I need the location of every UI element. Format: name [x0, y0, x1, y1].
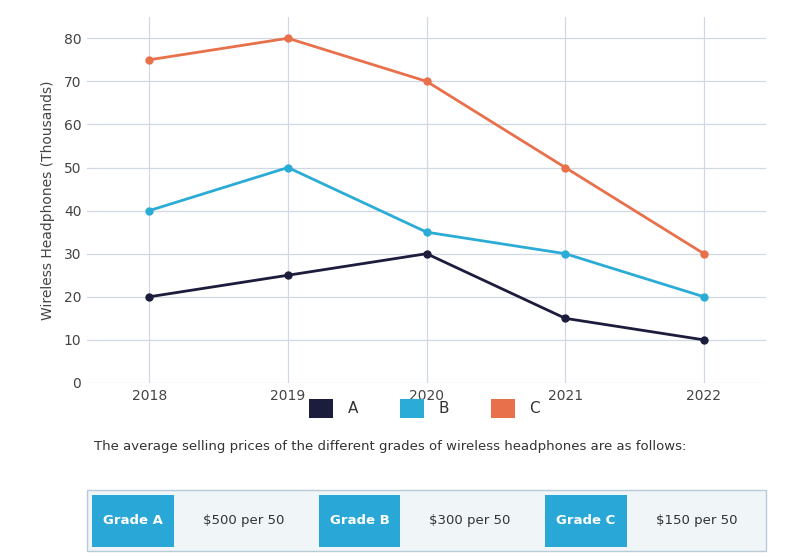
Y-axis label: Wireless Headphones (Thousands): Wireless Headphones (Thousands) [41, 80, 55, 320]
Text: Grade B: Grade B [329, 515, 389, 527]
Text: The average selling prices of the different grades of wireless headphones are as: The average selling prices of the differ… [94, 440, 686, 453]
Text: A: A [348, 401, 358, 416]
Bar [92, 495, 174, 547]
Bar [491, 399, 514, 418]
Text: $300 per 50: $300 per 50 [430, 515, 511, 527]
Text: Grade C: Grade C [556, 515, 615, 527]
Bar [545, 495, 626, 547]
Text: $500 per 50: $500 per 50 [203, 515, 284, 527]
Text: B: B [438, 401, 449, 416]
Text: $150 per 50: $150 per 50 [656, 515, 737, 527]
Bar [87, 491, 766, 551]
Bar [400, 399, 423, 418]
Text: Grade A: Grade A [103, 515, 163, 527]
Bar [309, 399, 333, 418]
Text: C: C [529, 401, 540, 416]
Bar [319, 495, 401, 547]
